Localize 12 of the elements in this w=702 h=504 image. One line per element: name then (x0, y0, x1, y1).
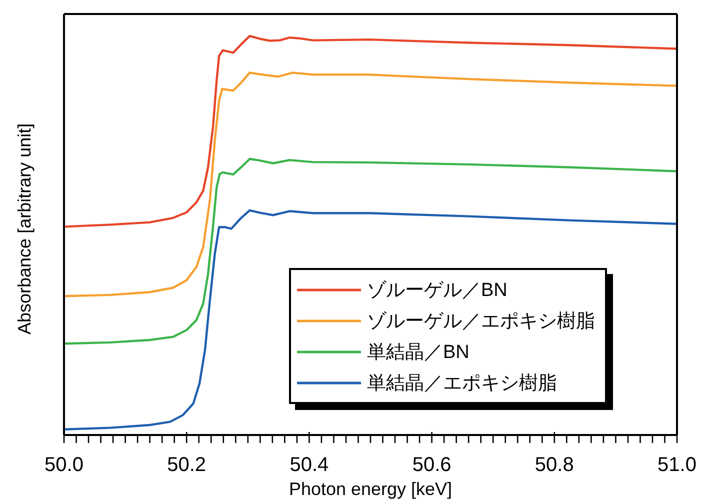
y-axis-title: Absorbance [arbitrary unit] (14, 123, 34, 334)
legend-label: 単結晶／エポキシ樹脂 (367, 372, 557, 396)
x-tick-label: 50.0 (44, 454, 84, 476)
legend-label: ゾルーゲル／エポキシ樹脂 (367, 310, 595, 334)
x-axis-title: Photon energy [keV] (288, 479, 452, 499)
x-tick-label: 50.6 (412, 454, 452, 476)
x-tick-label: 51.0 (658, 454, 696, 476)
x-tick-label: 50.2 (167, 454, 206, 476)
x-tick-label: 50.8 (534, 454, 574, 476)
x-tick-label: 50.4 (290, 454, 329, 476)
legend-label: 単結晶／BN (367, 340, 470, 364)
legend-label: ゾルーゲル／BN (367, 278, 508, 302)
